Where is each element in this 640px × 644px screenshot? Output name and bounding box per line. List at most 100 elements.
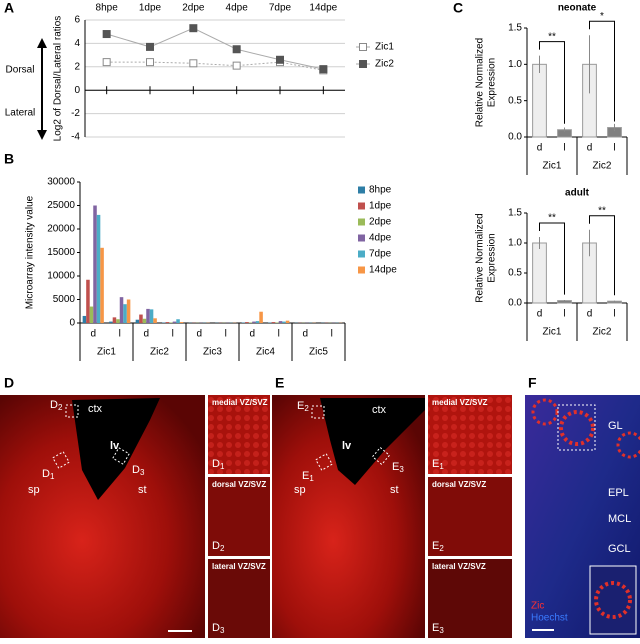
group-label: Zic3 [203,347,222,358]
bar [272,322,276,323]
legend-swatch [358,235,365,242]
legend-label: Zic1 [375,42,394,53]
x-tick-label: 8hpe [96,3,119,14]
point [103,31,110,38]
bar [153,318,157,323]
panel-f: F GL EPL MCL GCL Zic Hoechst [525,375,640,638]
legend-label: Zic2 [375,59,394,70]
significance-label: * [600,11,604,22]
x-tick-label: d [302,329,308,340]
y-tick-label: 2 [74,61,80,72]
layer-label: GL [608,420,623,432]
bar [245,322,249,323]
y-tick-label: 25000 [47,200,75,211]
group-label: Zic5 [309,347,328,358]
point [320,66,327,73]
x-tick-label: d [249,329,255,340]
bar [282,322,286,323]
chart-title: adult [565,188,590,199]
bar [533,243,547,303]
point [277,56,284,63]
y-tick-label: 1.5 [508,23,522,34]
x-tick-label: 7dpe [269,3,292,14]
panel-label: E [275,375,284,391]
region-label: ctx [88,403,103,415]
inset-title: medial VZ/SVZ [212,398,268,407]
bar [136,320,140,323]
legend-label: 1dpe [369,201,392,212]
bar [123,304,127,323]
point [147,59,154,66]
bar [109,322,113,323]
point [190,25,197,32]
y-tick-label: 0 [69,318,75,329]
group-label: Zic1 [97,347,116,358]
inset-title: dorsal VZ/SVZ [212,480,266,489]
panel-e: E ctx lv sp st E2 E1 E3 medial VZ/SVZ do… [272,375,512,638]
group-label: Zic2 [593,161,612,172]
bar [176,319,180,323]
legend-swatch [358,187,365,194]
y-axis-label: Expression [487,233,498,282]
region-label: lv [110,440,120,452]
x-tick-label: l [563,309,565,320]
significance-label: ** [548,213,556,224]
legend-swatch [358,267,365,274]
layer-label: GCL [608,543,631,555]
group-label: Zic1 [543,327,562,338]
x-tick-label: l [119,329,121,340]
x-tick-label: 14dpe [309,3,337,14]
x-tick-label: l [563,143,565,154]
x-tick-label: 4dpe [226,3,249,14]
significance-label: ** [548,31,556,42]
annotation: Dorsal [6,65,35,76]
region-label: st [390,484,399,496]
group-label: Zic2 [593,327,612,338]
y-tick-label: 0.5 [508,95,522,106]
annotation: Lateral [5,108,36,119]
point [147,43,154,50]
y-axis-label: Relative Normalized [475,38,486,127]
region-label: ctx [372,404,387,416]
legend-swatch [358,203,365,210]
series-line [107,62,324,70]
bar [120,297,124,323]
point [233,62,240,69]
bar [533,64,547,137]
bar [116,319,120,323]
inset-title: dorsal VZ/SVZ [432,480,486,489]
y-tick-label: 1.5 [508,208,522,219]
bar [150,309,154,323]
y-axis-label: Relative Normalized [475,213,486,302]
y-tick-label: 5000 [53,294,76,305]
panel-label: A [4,0,14,16]
region-label: lv [342,440,352,452]
panel-label: B [4,151,14,167]
bar [93,206,97,324]
panel-d: D ctx lv sp st D2 D1 D3 medial VZ/SVZ do… [0,375,270,638]
bar [279,321,283,323]
y-tick-label: 0 [74,85,80,96]
y-tick-label: 20000 [47,224,75,235]
y-axis-label: Expression [487,58,498,107]
bar [90,307,94,323]
y-tick-label: 1.0 [508,238,522,249]
y-axis-label: Microarray intensity value [25,195,36,309]
x-tick-label: d [90,329,96,340]
panel-label: F [528,375,537,391]
y-tick-label: -4 [71,132,80,143]
point [190,60,197,67]
bar [113,317,117,323]
y-tick-label: 6 [74,15,80,26]
group-label: Zic4 [256,347,275,358]
x-tick-label: d [196,329,202,340]
y-tick-label: 0.5 [508,268,522,279]
panel-label: D [4,375,14,391]
region-label: st [138,484,147,496]
stain-label: Zic [531,601,544,612]
inset-title: lateral VZ/SVZ [212,562,266,571]
y-tick-label: 10000 [47,271,75,282]
legend-marker [360,61,367,68]
region-label: sp [28,484,40,496]
